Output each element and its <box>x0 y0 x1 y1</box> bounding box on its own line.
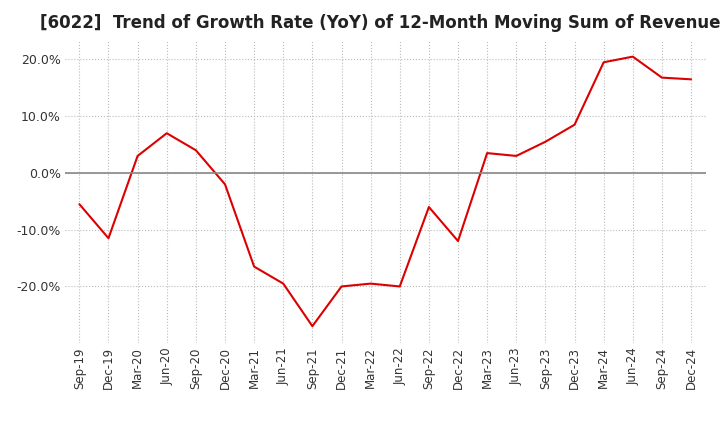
Title: [6022]  Trend of Growth Rate (YoY) of 12-Month Moving Sum of Revenues: [6022] Trend of Growth Rate (YoY) of 12-… <box>40 15 720 33</box>
